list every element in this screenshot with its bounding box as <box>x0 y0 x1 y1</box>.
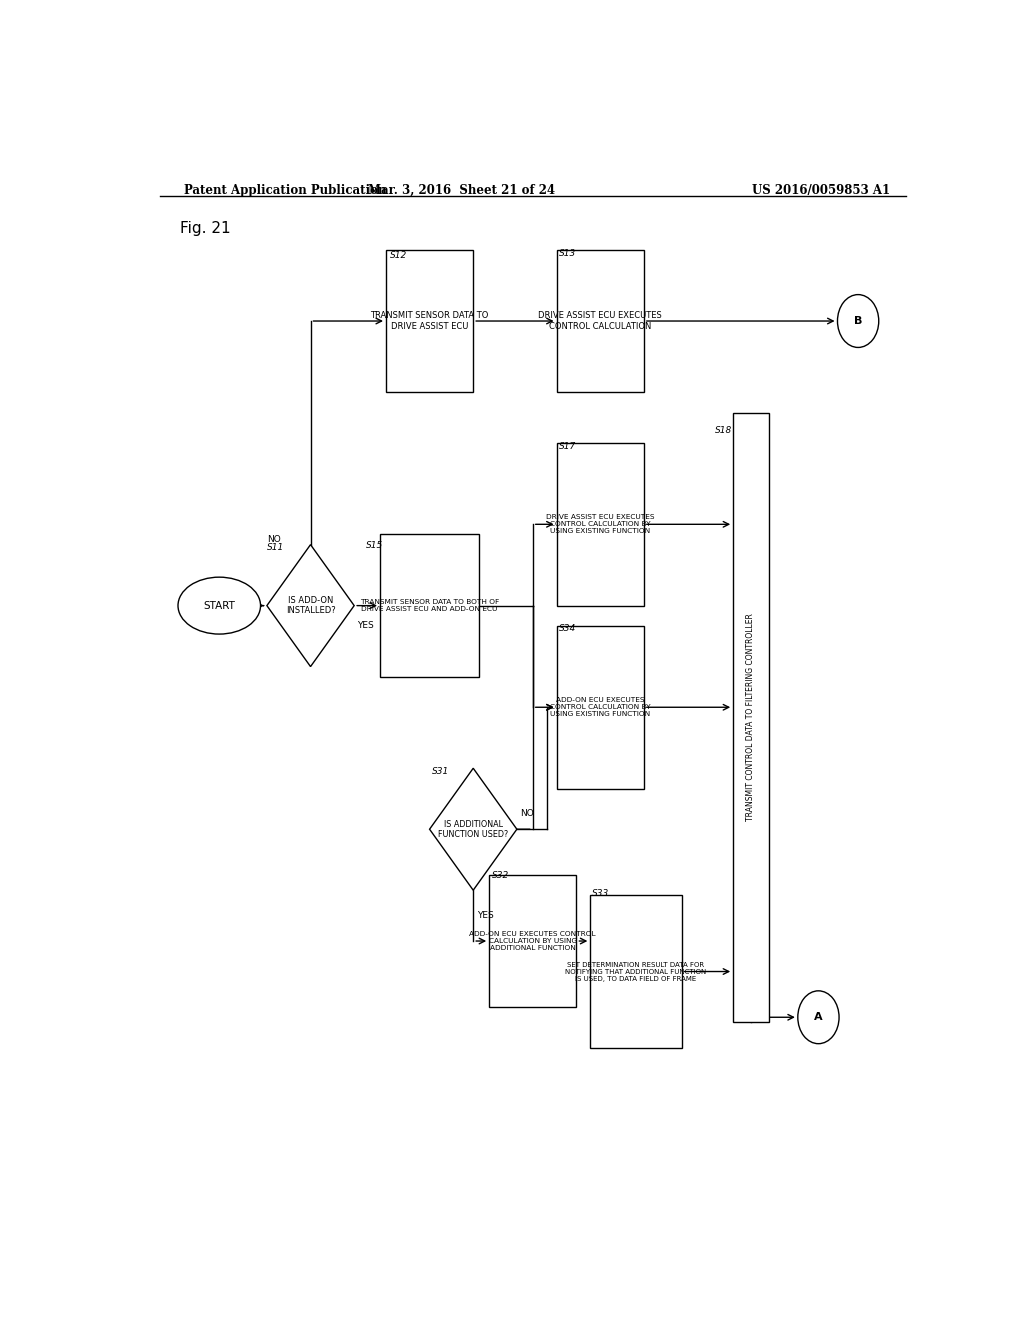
Text: S18: S18 <box>715 426 732 434</box>
Text: SET DETERMINATION RESULT DATA FOR
NOTIFYING THAT ADDITIONAL FUNCTION
IS USED, TO: SET DETERMINATION RESULT DATA FOR NOTIFY… <box>565 961 707 982</box>
Text: IS ADD-ON
INSTALLED?: IS ADD-ON INSTALLED? <box>286 595 336 615</box>
Text: S12: S12 <box>390 251 408 260</box>
Bar <box>380 535 479 677</box>
Text: START: START <box>204 601 236 611</box>
Text: TRANSMIT CONTROL DATA TO FILTERING CONTROLLER: TRANSMIT CONTROL DATA TO FILTERING CONTR… <box>746 614 756 821</box>
Bar <box>556 444 644 606</box>
Text: S32: S32 <box>492 871 509 880</box>
Text: NO: NO <box>520 809 534 818</box>
Text: S34: S34 <box>559 624 577 634</box>
Text: IS ADDITIONAL
FUNCTION USED?: IS ADDITIONAL FUNCTION USED? <box>438 820 508 840</box>
Bar <box>489 875 577 1007</box>
Text: Fig. 21: Fig. 21 <box>179 222 230 236</box>
Text: Mar. 3, 2016  Sheet 21 of 24: Mar. 3, 2016 Sheet 21 of 24 <box>368 183 555 197</box>
Text: S33: S33 <box>592 890 609 899</box>
Bar <box>556 249 644 392</box>
Polygon shape <box>430 768 517 890</box>
Text: DRIVE ASSIST ECU EXECUTES
CONTROL CALCULATION BY
USING EXISTING FUNCTION: DRIVE ASSIST ECU EXECUTES CONTROL CALCUL… <box>546 515 654 535</box>
Ellipse shape <box>178 577 260 634</box>
Text: YES: YES <box>357 622 374 631</box>
Text: Patent Application Publication: Patent Application Publication <box>183 183 386 197</box>
Circle shape <box>798 991 839 1044</box>
Text: A: A <box>814 1012 822 1022</box>
Text: S11: S11 <box>267 543 284 552</box>
Bar <box>733 413 769 1022</box>
Text: NO: NO <box>267 535 281 544</box>
Text: S17: S17 <box>559 442 577 451</box>
Text: S13: S13 <box>559 249 577 257</box>
Text: B: B <box>854 315 862 326</box>
Text: ADD-ON ECU EXECUTES CONTROL
CALCULATION BY USING
ADDITIONAL FUNCTION: ADD-ON ECU EXECUTES CONTROL CALCULATION … <box>469 931 596 950</box>
Text: ADD-ON ECU EXECUTES
CONTROL CALCULATION BY
USING EXISTING FUNCTION: ADD-ON ECU EXECUTES CONTROL CALCULATION … <box>550 697 650 717</box>
Text: DRIVE ASSIST ECU EXECUTES
CONTROL CALCULATION: DRIVE ASSIST ECU EXECUTES CONTROL CALCUL… <box>539 312 663 331</box>
Polygon shape <box>267 545 354 667</box>
Text: TRANSMIT SENSOR DATA TO BOTH OF
DRIVE ASSIST ECU AND ADD-ON ECU: TRANSMIT SENSOR DATA TO BOTH OF DRIVE AS… <box>360 599 499 612</box>
Bar <box>556 626 644 788</box>
Text: TRANSMIT SENSOR DATA TO
DRIVE ASSIST ECU: TRANSMIT SENSOR DATA TO DRIVE ASSIST ECU <box>371 312 488 331</box>
Bar <box>590 895 682 1048</box>
Text: S15: S15 <box>367 541 383 549</box>
Circle shape <box>838 294 879 347</box>
Bar <box>386 249 473 392</box>
Text: S31: S31 <box>432 767 450 776</box>
Text: US 2016/0059853 A1: US 2016/0059853 A1 <box>752 183 890 197</box>
Text: YES: YES <box>477 911 494 920</box>
